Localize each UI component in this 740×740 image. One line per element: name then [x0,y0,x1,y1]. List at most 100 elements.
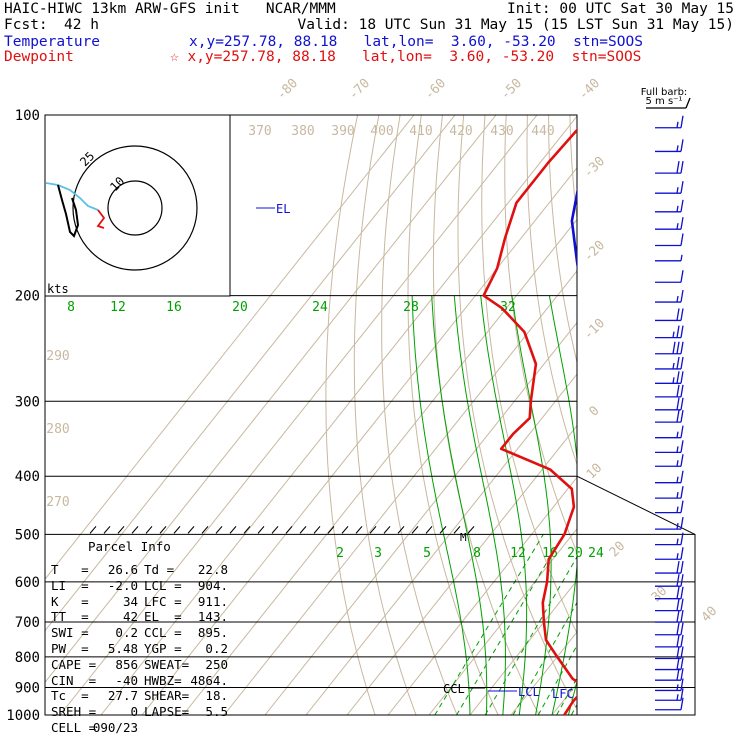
dewpoint-legend: Dewpoint [4,49,74,65]
wind-barb-flag [680,115,684,128]
forecast-label: Fcst: [4,17,48,33]
dewpoint-profile [482,128,577,715]
model-title: HAIC-HIWC 13km ARW-GFS init NCAR/MMM [4,1,336,17]
hatch-mark [355,526,363,534]
hatch-mark [271,526,279,534]
hatch-mark [173,526,181,534]
barb-key-title: Full barb: [641,87,688,98]
wind-barb [655,697,684,711]
parcel-info-cell: 4864. [190,672,228,688]
parcel-info-cell: Tc = [51,688,89,704]
wind-barb-flag [676,371,680,384]
wind-barb-flag [676,523,679,530]
wind-barb-flag [676,657,680,670]
parcel-info-cell: 5.48 [107,641,138,656]
isotherm-line [675,115,740,715]
theta-label: 280 [46,422,69,437]
wind-barb [655,500,684,514]
wind-barb-flag [680,668,684,681]
mixing-ratio-label: 24 [312,300,328,315]
dry-adiabat [353,115,417,715]
isotherm-line [469,579,577,715]
wind-barb [655,161,684,174]
wind-barb-flag [676,538,679,545]
wind-barb-flag [680,532,684,545]
wind-barb-flag [676,431,679,438]
parcel-info-cell: LCL = [144,577,182,593]
hatch-mark [467,526,475,534]
dry-adiabat [612,115,740,715]
parcel-info-cell: T = [51,562,89,577]
wind-barb-flag [676,410,680,423]
wind-barb-flag [676,397,680,410]
hatch-mark [103,526,111,534]
hodograph-trace-low [96,209,106,229]
wind-barb-flag [680,634,684,648]
parcel-info-cell: CAPE = [51,656,97,672]
moist-adiabat [585,296,653,715]
dry-adiabat [481,115,577,635]
wind-barb-flag [676,384,680,398]
dry-adiabat [432,115,540,715]
barb-key-value: 5 m s⁻¹ [646,96,683,107]
mixing-ratio-label: 3 [374,546,382,561]
parcel-info-cell: PW = [51,641,89,656]
mixed-layer-marker: M [460,531,467,544]
wind-barb-flag [676,476,679,483]
wind-barb-flag [680,485,684,499]
wind-barb [655,586,684,600]
wind-barb-flag [680,410,684,423]
dry-adiabat [381,115,458,715]
isotherm-line [387,476,577,715]
mixing-ratio-label: 8 [67,300,75,315]
isotherm-label: -20 [581,238,608,265]
wind-barb-flag [680,325,684,338]
parcel-info-cell: CCL = [144,625,182,641]
parcel-info-cell: CELL = [51,720,97,735]
moist-adiabat [567,679,577,715]
isotherm-label: 10 [584,461,606,483]
hatch-mark [369,526,377,534]
parcel-info-cell: 5.5 [205,704,228,720]
pressure-tick-label: 700 [15,615,40,631]
isotherm-line [593,115,740,715]
dry-adiabat [718,115,740,715]
wind-barb [655,598,684,612]
wind-barb-flag [676,646,680,659]
hatch-mark [383,526,391,534]
wind-barb-flag [676,308,680,321]
wind-barb-flag [680,425,684,438]
hatch-mark [327,526,335,534]
wind-barb-flag [672,377,675,384]
parcel-info-cell: 895. [197,625,228,641]
wind-barb-flag [680,254,683,261]
hatch-mark [131,526,139,534]
el-marker: EL [276,202,290,216]
parcel-info-cell: Td = [144,562,175,577]
isotherm-line [59,115,538,715]
theta-label: 290 [46,349,69,364]
theta-label: 400 [370,124,393,139]
lfc-marker: LFC [552,687,574,701]
pressure-tick-label: 900 [15,681,40,697]
wind-barb-flag [680,308,684,321]
pressure-tick-label: 800 [15,650,40,666]
hatch-mark [187,526,195,534]
isotherm-line [264,321,577,715]
hodograph-trace-mid [57,184,80,238]
isotherm-line [428,528,577,715]
wind-barb-flag [680,139,684,152]
wind-barb [655,517,684,530]
isotherm-label: 0 [586,403,602,419]
wind-barb [655,356,684,370]
wind-barb-flag [680,470,684,483]
wind-barb-flag [680,646,684,659]
wind-barb [655,609,684,623]
parcel-info-cell: 250 [205,656,228,672]
wind-barb [655,532,684,546]
hatch-mark [215,526,223,534]
lcl-marker: LCL [518,685,540,699]
hatch-mark [439,526,447,534]
wind-barb [655,199,684,213]
wind-barb-flag [676,668,680,681]
